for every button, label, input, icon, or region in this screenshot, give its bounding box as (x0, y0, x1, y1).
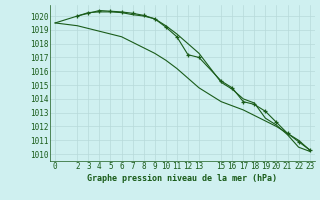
X-axis label: Graphe pression niveau de la mer (hPa): Graphe pression niveau de la mer (hPa) (87, 174, 277, 183)
